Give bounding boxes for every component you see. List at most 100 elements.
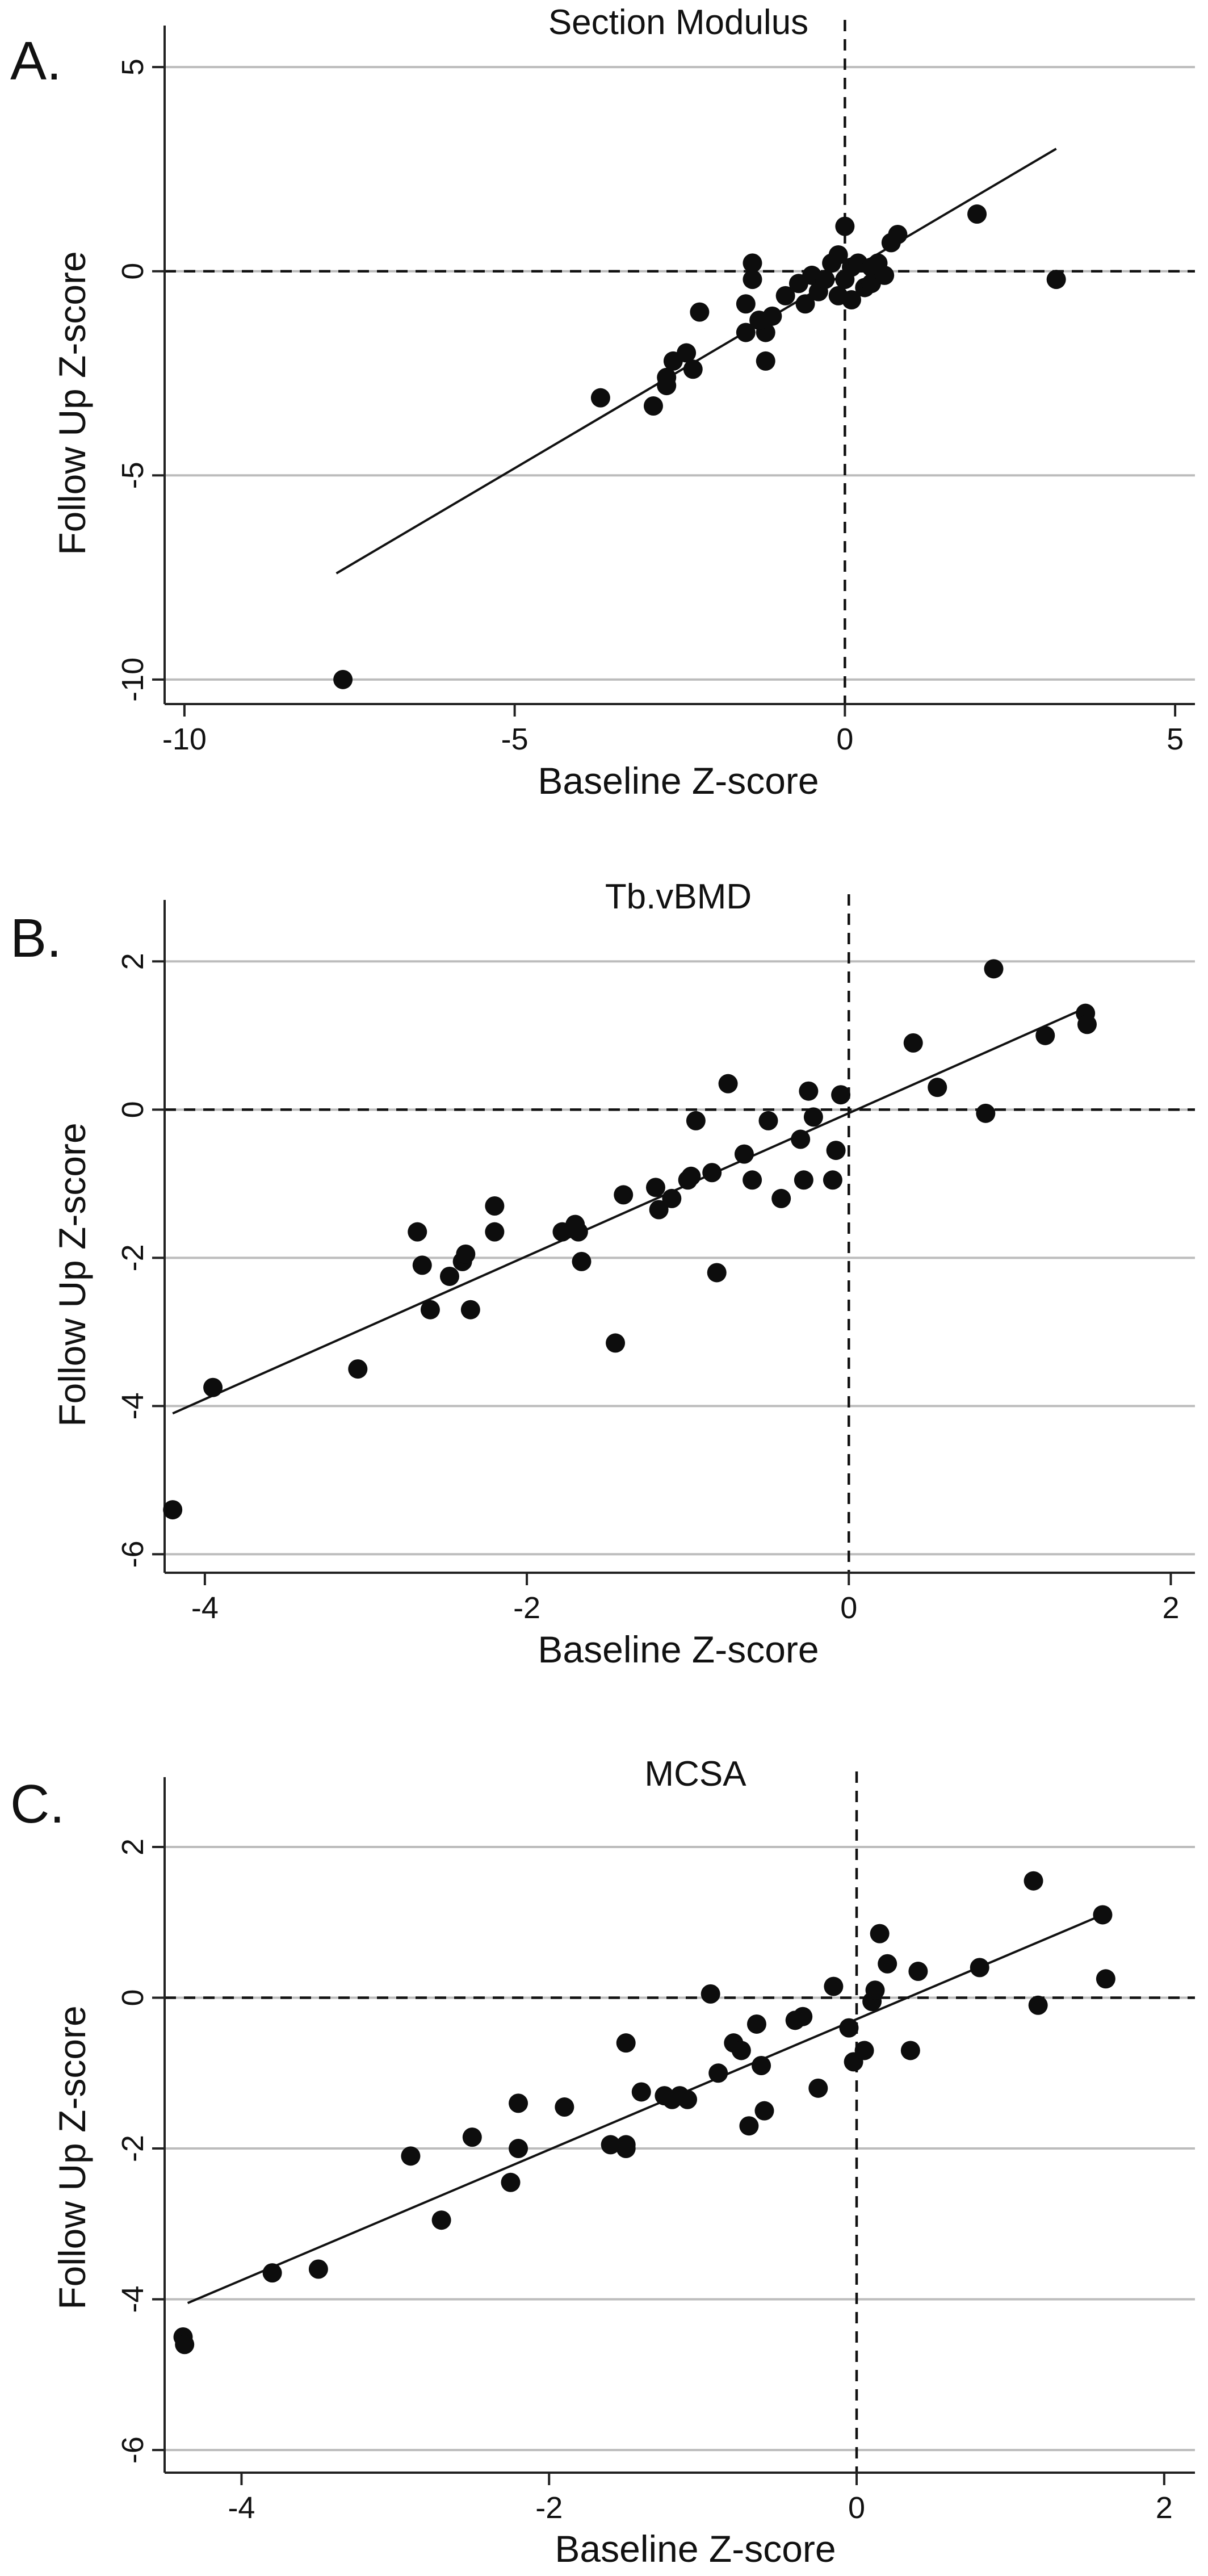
panel-b-y-tick-label-2: -2: [116, 1244, 150, 1271]
panel-c-y-tick-label-4: 2: [116, 1838, 150, 1855]
panel-a-y-tick-label-3: 5: [116, 58, 150, 76]
panel-b-data-point-6: [439, 1266, 459, 1286]
panel-b-data-point-38: [831, 1085, 851, 1105]
panel-b-data-point-4: [412, 1255, 432, 1275]
panel-a-data-point-37: [888, 224, 908, 244]
panel-b-data-point-17: [606, 1333, 626, 1353]
panel-a-data-point-39: [1046, 270, 1066, 290]
panel-b-data-point-3: [408, 1222, 427, 1242]
panel-b: B. Tb.vBMD Baseline Z-score Follow Up Z-…: [10, 877, 1195, 1670]
panel-c-data-point-27: [754, 2101, 774, 2121]
panel-a-letter: A.: [10, 31, 62, 91]
panel-c-data-point-20: [701, 1984, 720, 2004]
panel-c-data-point-26: [752, 2056, 771, 2075]
panel-c-data-point-43: [1028, 1995, 1048, 2015]
panel-c-data-point-42: [1024, 1871, 1043, 1891]
panel-c-data-point-8: [509, 2139, 528, 2159]
panel-b-data-point-21: [662, 1188, 682, 1208]
panel-a-x-tick-label-1: -5: [501, 722, 528, 756]
panel-b-fit-line: [172, 1004, 1091, 1415]
panel-b-data-point-8: [456, 1244, 476, 1264]
panel-c-data-point-15: [631, 2082, 651, 2102]
panel-c-data-point-38: [878, 1954, 897, 1974]
panel-b-data-point-31: [771, 1188, 791, 1208]
panel-b-data-point-41: [976, 1103, 996, 1123]
panel-a-points: [333, 204, 1066, 689]
panel-b-data-point-36: [823, 1170, 842, 1190]
panel-b-axes: -6 -4 -2 0 2 -4 -2 0 2: [116, 900, 1195, 1625]
panel-c-points: [173, 1871, 1115, 2355]
panel-c-data-point-25: [746, 2014, 766, 2034]
panel-a-data-point-1: [590, 388, 610, 408]
panel-b-data-point-27: [718, 1074, 738, 1094]
panel-c-data-point-3: [308, 2259, 328, 2279]
panel-c-x-axis-label: Baseline Z-score: [555, 2528, 836, 2570]
panel-c-axes: -6 -4 -2 0 2 -4 -2 0 2: [116, 1777, 1195, 2525]
panel-a-data-point-16: [749, 311, 769, 330]
panel-b-y-tick-label-0: -6: [116, 1540, 150, 1568]
panel-c-data-point-39: [900, 2041, 920, 2060]
panel-a-data-point-11: [743, 253, 762, 273]
panel-b-x-tick-label-0: -4: [191, 1591, 219, 1625]
panel-c-letter: C.: [10, 1774, 65, 1834]
panel-a-y-tick-label-0: -10: [116, 657, 150, 702]
panel-b-data-point-34: [799, 1081, 819, 1101]
panel-b-reference-lines: [165, 894, 1195, 1573]
panel-b-data-point-10: [485, 1196, 505, 1216]
panel-c-y-tick-label-2: -2: [116, 2135, 150, 2162]
panel-a-data-point-5: [657, 376, 677, 396]
panel-c-data-point-9: [509, 2093, 528, 2113]
panel-c-reference-lines: [165, 1771, 1195, 2473]
panel-b-data-point-24: [686, 1111, 706, 1130]
panel-b-data-point-16: [565, 1218, 585, 1238]
panel-c-data-point-19: [678, 2089, 698, 2109]
panel-c-data-point-5: [431, 2210, 451, 2230]
panel-b-data-point-20: [649, 1200, 669, 1220]
panel-c-y-tick-label-3: 0: [116, 1989, 150, 2006]
panel-a-data-point-17: [775, 286, 795, 305]
panel-b-data-point-19: [645, 1178, 665, 1197]
panel-a-data-point-19: [795, 294, 815, 314]
panel-b-x-axis-label: Baseline Z-score: [538, 1628, 819, 1670]
panel-a-y-axis-label: Follow Up Z-score: [51, 251, 93, 555]
panel-a-title: Section Modulus: [548, 3, 808, 42]
panel-c-data-point-24: [739, 2116, 759, 2136]
panel-b-x-tick-label-3: 2: [1162, 1591, 1179, 1625]
panel-a-data-point-7: [690, 302, 710, 322]
panel-b-data-point-0: [163, 1500, 183, 1520]
panel-b-data-point-11: [485, 1222, 505, 1242]
panel-b-gridlines: [165, 960, 1195, 1556]
panel-a-x-axis-label: Baseline Z-score: [538, 760, 819, 802]
panel-c-y-tick-label-1: -4: [116, 2286, 150, 2313]
panel-c-y-axis-label: Follow Up Z-score: [51, 2005, 93, 2309]
panel-b-points: [163, 959, 1097, 1520]
panel-c-x-tick-label-3: 2: [1156, 2491, 1173, 2525]
panel-a-data-point-14: [756, 351, 775, 371]
panel-c-data-point-4: [401, 2146, 421, 2166]
panel-a-data-point-6: [677, 343, 697, 363]
panel-b-data-point-2: [348, 1359, 368, 1379]
panel-a: A. Section Modulus Baseline Z-score Foll…: [10, 3, 1195, 802]
panel-c-data-point-32: [839, 2018, 859, 2038]
panel-c-data-point-14: [616, 2033, 636, 2053]
panel-c-data-point-10: [555, 2097, 574, 2117]
panel-a-data-point-0: [333, 669, 353, 689]
panel-b-y-tick-label-4: 2: [116, 953, 150, 970]
panel-c: C. MCSA Baseline Z-score Follow Up Z-sco…: [10, 1754, 1195, 2570]
panel-c-data-point-6: [462, 2127, 482, 2147]
panel-c-data-point-40: [908, 1962, 928, 1982]
panel-b-data-point-18: [614, 1185, 634, 1205]
panel-c-data-point-11: [601, 2135, 620, 2155]
panel-b-y-tick-label-3: 0: [116, 1101, 150, 1118]
panel-c-fit-line: [187, 1913, 1104, 2305]
panel-c-data-point-30: [808, 2078, 828, 2098]
panel-c-data-point-21: [708, 2063, 728, 2083]
panel-a-reference-lines: [165, 20, 1195, 704]
panel-b-x-tick-label-2: 0: [840, 1591, 857, 1625]
panel-c-y-tick-label-0: -6: [116, 2436, 150, 2464]
panel-b-y-tick-label-1: -4: [116, 1392, 150, 1419]
panel-b-regression-line: [172, 1004, 1091, 1415]
panel-c-data-point-31: [824, 1976, 844, 1996]
panel-b-title: Tb.vBMD: [605, 877, 752, 916]
